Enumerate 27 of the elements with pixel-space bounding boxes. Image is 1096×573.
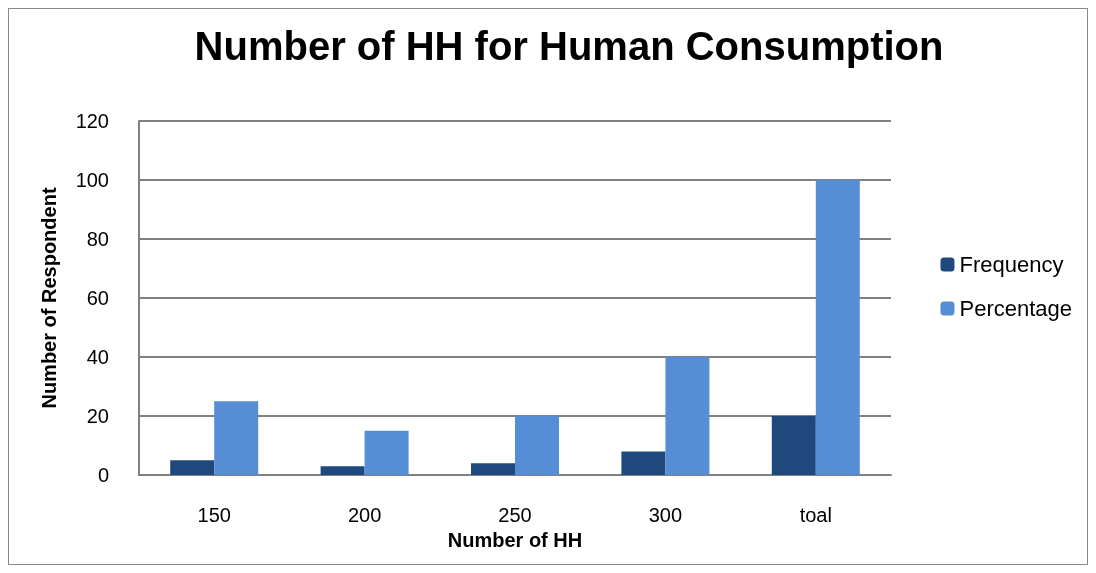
x-tick-label: 300 — [648, 504, 683, 526]
chart-title: Number of HH for Human Consumption — [194, 24, 944, 68]
y-tick-label: 40 — [86, 346, 109, 368]
x-tick-label: 150 — [197, 504, 231, 526]
legend-label: Percentage — [959, 296, 1073, 321]
bar — [815, 180, 860, 475]
x-axis-title: Number of HH — [447, 528, 583, 551]
x-tick-label: 200 — [347, 504, 382, 526]
y-tick-label: 0 — [97, 464, 109, 486]
bar — [170, 460, 215, 475]
bar — [471, 463, 515, 475]
x-tick-label: 250 — [498, 504, 532, 526]
y-tick-label: 100 — [75, 169, 109, 191]
bar — [214, 401, 259, 475]
y-tick-label: 80 — [86, 228, 109, 250]
legend-label: Frequency — [959, 252, 1064, 277]
bar — [364, 430, 409, 475]
y-axis-title: Number of Respondent — [38, 187, 60, 409]
x-tick-label: toal — [799, 504, 832, 526]
y-tick-label: 20 — [86, 405, 109, 427]
y-tick-label: 60 — [86, 287, 109, 309]
bar — [665, 357, 710, 475]
bar — [771, 416, 816, 475]
y-tick-label: 120 — [75, 110, 109, 132]
bar — [621, 451, 666, 475]
bar — [320, 466, 365, 475]
bar — [515, 416, 559, 475]
